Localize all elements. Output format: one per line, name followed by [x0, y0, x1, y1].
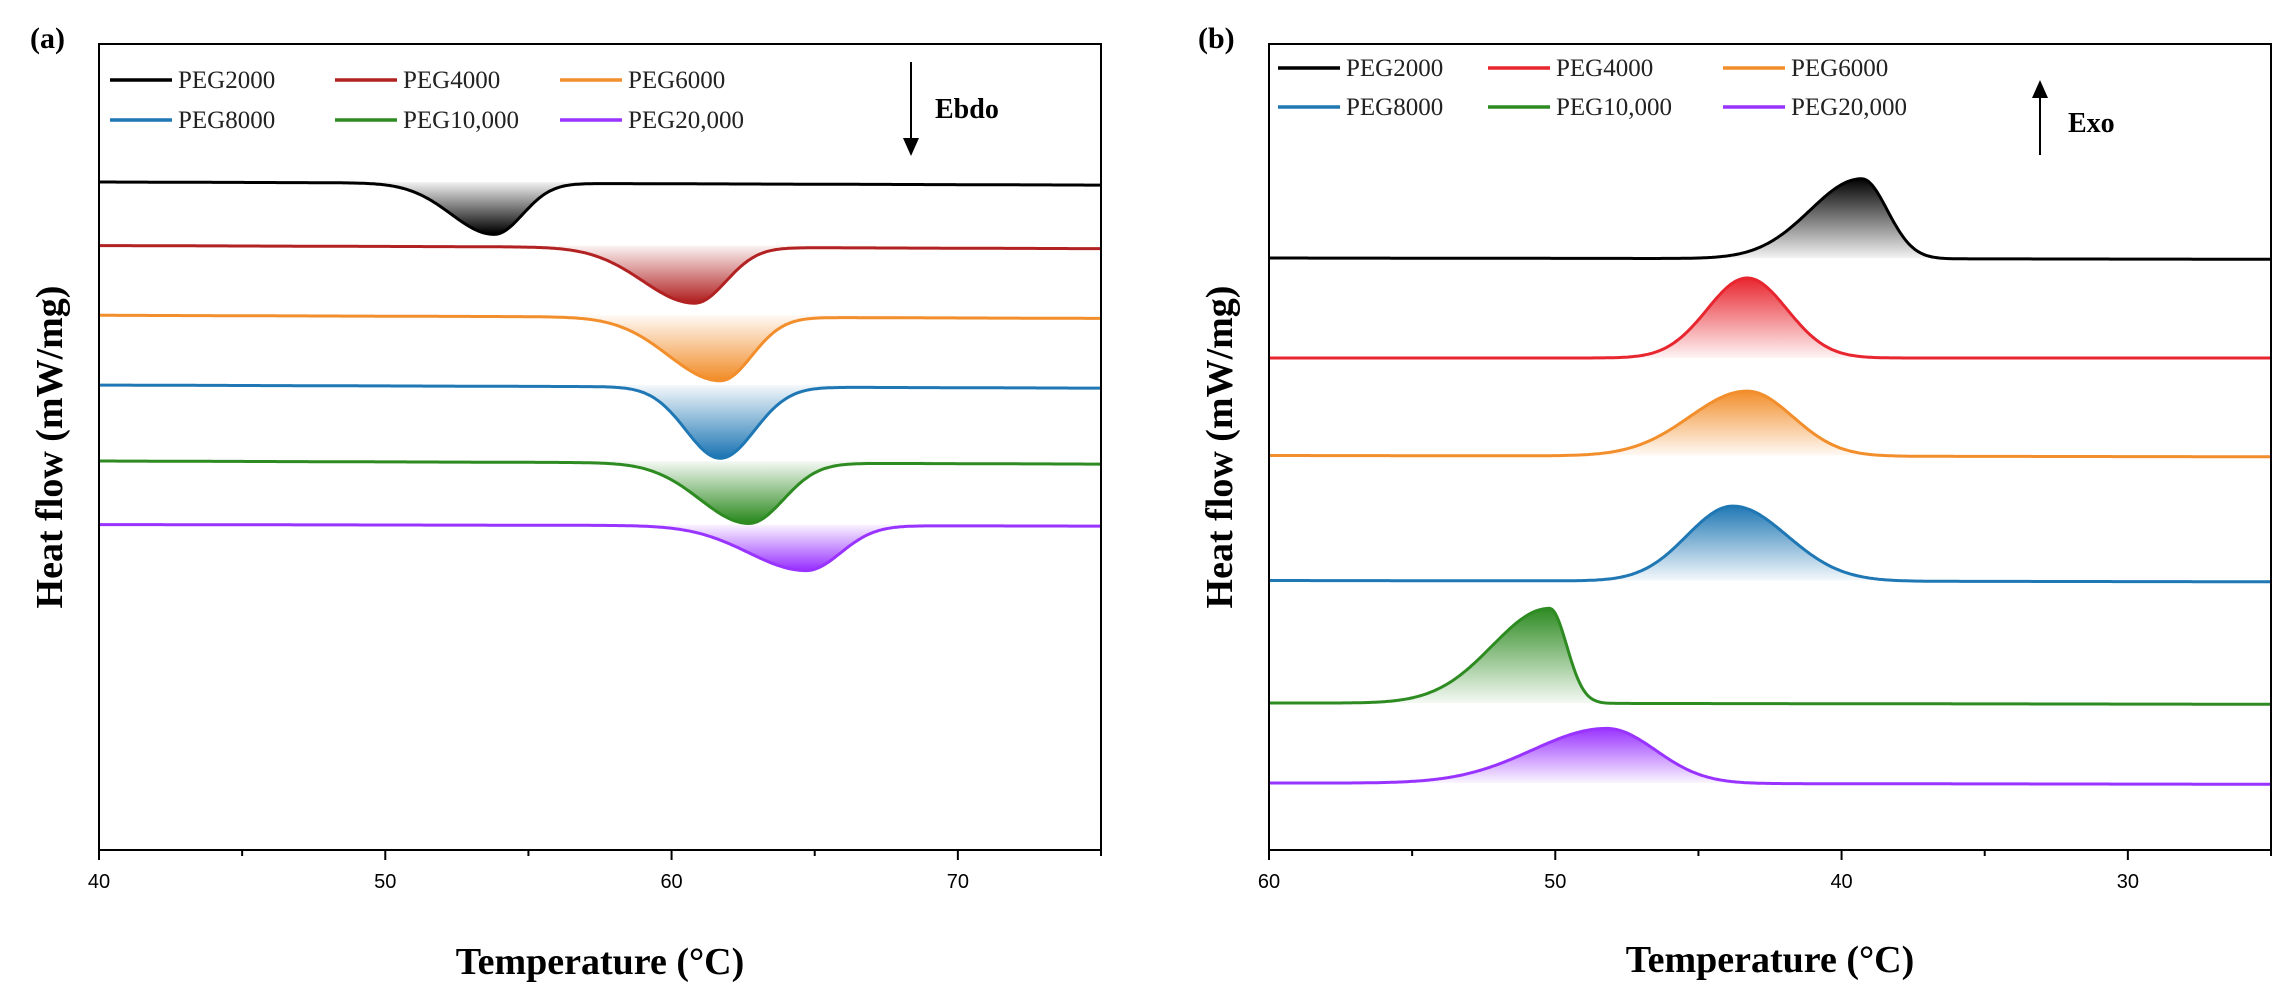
series-line-peg10000: [99, 459, 1101, 525]
panel-a: (a) 40 50 60 70 PEG2000 PEG4000 PEG6000 PEG800…: [29, 22, 1102, 983]
x-tick-label: 60: [1258, 871, 1280, 893]
series-line-peg6000: [1269, 389, 2272, 459]
series-line-peg20000: [1269, 726, 2272, 786]
legend-label: PEG4000: [403, 67, 500, 94]
panel-a-note: Ebdo: [903, 62, 999, 156]
x-tick-label: 40: [88, 871, 110, 893]
down-arrow-icon: [903, 138, 919, 156]
peak-fill-peg20000: [608, 524, 1005, 571]
series-line-peg2000: [99, 180, 1101, 236]
legend-item: PEG8000: [1278, 94, 1443, 121]
legend-label: PEG6000: [1791, 55, 1888, 82]
peak-fill-peg4000: [511, 245, 877, 304]
legend-item: PEG4000: [1488, 55, 1653, 82]
series-line-peg2000: [1269, 177, 2272, 261]
panel-b-frame: [1268, 43, 2272, 851]
panel-b-ticks: 60 50 40 30: [1258, 850, 2272, 893]
legend-label: PEG10,000: [403, 107, 519, 134]
series-line-peg4000: [1269, 276, 2271, 360]
legend-label: PEG20,000: [1791, 94, 1907, 121]
x-tick-label: 50: [374, 871, 396, 893]
panel-b-xlabel: Temperature (°C): [1626, 939, 1915, 981]
series-line-peg20000: [98, 523, 1101, 573]
peak-fill-peg10000: [1381, 608, 1718, 704]
x-tick-label: 40: [1830, 871, 1852, 893]
endo-label: Ebdo: [935, 94, 999, 125]
legend-label: PEG2000: [178, 67, 275, 94]
series-line-peg8000: [1269, 504, 2272, 584]
panel-a-ylabel: Heat flow (mW/mg): [29, 286, 71, 609]
series-line-peg10000: [1269, 606, 2272, 706]
legend-item: PEG6000: [560, 67, 725, 94]
x-tick-label: 30: [2117, 871, 2139, 893]
exo-label: Exo: [2068, 108, 2115, 139]
series-line-peg6000: [99, 313, 1101, 383]
legend-label: PEG10,000: [1556, 94, 1672, 121]
legend-item: PEG20,000: [1723, 94, 1907, 121]
legend-label: PEG4000: [1556, 55, 1653, 82]
panel-a-curves: [98, 180, 1101, 573]
peak-fill-peg8000: [1519, 506, 1947, 582]
peak-fill-peg2000: [1689, 178, 2035, 259]
peak-fill-peg6000: [1527, 391, 1967, 457]
x-tick-label: 50: [1544, 871, 1566, 893]
legend-item: PEG6000: [1723, 55, 1888, 82]
panel-b-note: Exo: [2032, 80, 2115, 155]
peak-fill-peg20000: [1351, 728, 1863, 784]
legend-label: PEG6000: [628, 67, 725, 94]
panel-a-label: (a): [30, 22, 65, 55]
panel-a-legend: PEG2000 PEG4000 PEG6000 PEG8000 PEG10,000 PEG…: [110, 67, 744, 134]
panel-b-legend: PEG2000 PEG4000 PEG6000 PEG8000 PEG10,000 PEG…: [1278, 55, 1907, 121]
legend-item: PEG4000: [335, 67, 500, 94]
peak-fill-peg10000: [565, 461, 933, 524]
peak-fill-peg6000: [537, 315, 903, 381]
panel-b-curves: [1269, 177, 2272, 786]
panel-a-ticks: 40 50 60 70: [88, 850, 1102, 893]
legend-item: PEG2000: [110, 67, 275, 94]
peak-fill-peg8000: [563, 385, 877, 459]
x-tick-label: 60: [660, 871, 682, 893]
legend-item: PEG2000: [1278, 55, 1443, 82]
legend-item: PEG8000: [110, 107, 275, 134]
series-line-peg8000: [98, 383, 1101, 460]
legend-item: PEG20,000: [560, 107, 744, 134]
peak-fill-peg2000: [331, 182, 657, 235]
panel-b-ylabel: Heat flow (mW/mg): [1199, 286, 1241, 609]
legend-label: PEG20,000: [628, 107, 744, 134]
legend-item: PEG10,000: [1488, 94, 1672, 121]
legend-item: PEG10,000: [335, 107, 519, 134]
peak-fill-peg4000: [1569, 278, 1925, 358]
panel-b: (b) 60 50 40 30 PEG2000 PEG4000 PEG6000 PEG800…: [1198, 22, 2272, 981]
up-arrow-icon: [2032, 80, 2048, 98]
panel-a-xlabel: Temperature (°C): [456, 941, 745, 983]
panel-b-label: (b): [1198, 22, 1235, 55]
panel-a-frame: [98, 43, 1102, 851]
legend-label: PEG2000: [1346, 55, 1443, 82]
x-tick-label: 70: [947, 871, 969, 893]
legend-label: PEG8000: [1346, 94, 1443, 121]
legend-label: PEG8000: [178, 107, 275, 134]
series-line-peg4000: [99, 244, 1101, 305]
